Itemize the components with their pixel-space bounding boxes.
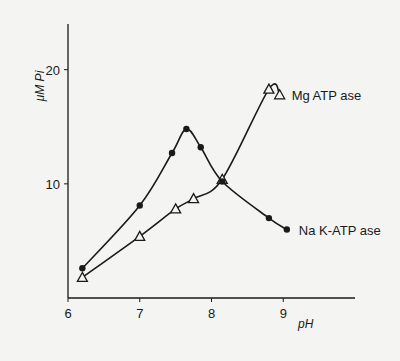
data-point <box>135 231 145 240</box>
data-point <box>77 272 87 281</box>
plot-area <box>77 84 290 282</box>
data-point <box>275 90 285 99</box>
data-point <box>284 226 290 232</box>
y-tick-label: 10 <box>46 177 60 192</box>
series-label: Na K-ATP ase <box>299 223 381 238</box>
x-tick-label: 8 <box>208 306 215 321</box>
x-tick-label: 6 <box>64 306 71 321</box>
data-point <box>79 265 85 271</box>
x-tick <box>68 298 69 302</box>
series-line <box>82 129 286 268</box>
x-tick-label: 7 <box>136 306 143 321</box>
x-tick <box>211 298 212 302</box>
data-point <box>219 178 225 184</box>
x-tick <box>139 298 140 302</box>
y-tick-label: 20 <box>46 63 60 78</box>
y-tick <box>64 183 68 184</box>
y-tick <box>64 69 68 70</box>
x-tick-label: 9 <box>280 306 287 321</box>
data-point <box>171 204 181 213</box>
series-label: Mg ATP ase <box>292 88 362 103</box>
chart: 6 7 8 9 10 20 pH μM Pi Mg ATP ase Na K-ATP ase <box>0 0 400 361</box>
data-point <box>183 126 189 132</box>
y-axis-label: μM Pi <box>33 70 47 102</box>
data-point <box>198 144 204 150</box>
x-tick <box>283 298 284 302</box>
y-axis <box>67 24 68 298</box>
data-point <box>264 84 274 93</box>
data-point <box>137 202 143 208</box>
x-axis-label: pH <box>297 317 314 331</box>
data-point <box>266 215 272 221</box>
data-point <box>189 194 199 203</box>
data-point <box>169 150 175 156</box>
series-line <box>82 84 279 278</box>
